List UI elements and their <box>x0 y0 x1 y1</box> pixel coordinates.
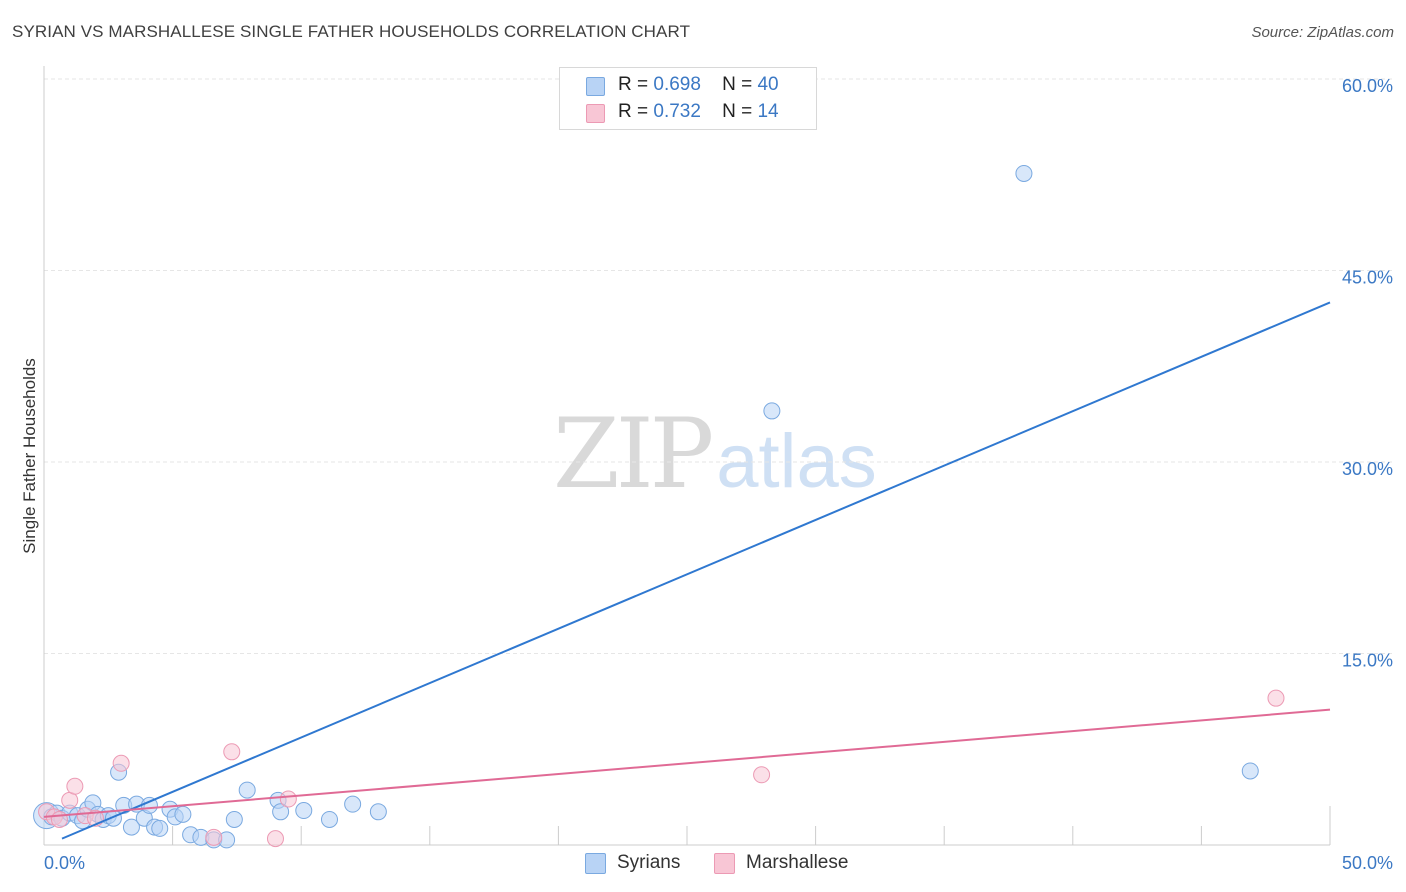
syrians-point <box>344 795 362 813</box>
y-tick-label: 45.0% <box>1342 268 1393 288</box>
r-value: 0.732 <box>653 101 701 122</box>
marshallese-point <box>223 743 241 761</box>
marshallese-point <box>50 810 68 828</box>
y-tick-label: 60.0% <box>1342 76 1393 96</box>
r-value: 0.698 <box>653 74 701 95</box>
syrians-point <box>320 810 338 828</box>
n-value: 14 <box>757 101 779 122</box>
syrians-point <box>295 802 313 820</box>
y-axis-label: Single Father Households <box>20 358 39 554</box>
syrians-point <box>1241 762 1259 780</box>
syrians-point <box>122 818 140 836</box>
marshallese-point <box>1267 689 1285 707</box>
marshallese-legend-swatch-icon <box>714 853 735 874</box>
syrians-point <box>225 810 243 828</box>
legend-label-syrians: Syrians <box>617 852 681 873</box>
marshallese-point <box>66 777 84 795</box>
stats-text: R = 0.732 N = 14 <box>618 101 779 123</box>
x-tick-label: 0.0% <box>44 853 85 873</box>
syrians-point <box>1015 164 1033 182</box>
n-label: N = <box>722 101 753 122</box>
syrians-point <box>369 803 387 821</box>
y-tick-label: 30.0% <box>1342 459 1393 479</box>
stats-text: R = 0.698 N = 40 <box>618 74 779 96</box>
syrians-swatch-icon <box>586 77 605 96</box>
marshallese-point <box>266 830 284 848</box>
syrians-point <box>238 781 256 799</box>
marshallese-point <box>205 828 223 846</box>
syrians-point <box>763 402 781 420</box>
y-tick-label: 15.0% <box>1342 651 1393 671</box>
marshallese-point <box>112 754 130 772</box>
marshallese-swatch-icon <box>586 104 605 123</box>
marshallese-trend-line <box>43 708 1331 818</box>
marshallese-point <box>753 766 771 784</box>
x-tick-label: 50.0% <box>1342 853 1393 873</box>
chart-title: SYRIAN VS MARSHALLESE SINGLE FATHER HOUS… <box>12 22 691 41</box>
r-label: R = <box>618 101 649 122</box>
syrians-point <box>151 819 169 837</box>
marshallese-point <box>279 790 297 808</box>
r-label: R = <box>618 74 649 95</box>
syrians-legend-swatch-icon <box>585 853 606 874</box>
n-label: N = <box>722 74 753 95</box>
source-label: Source: ZipAtlas.com <box>1251 24 1394 41</box>
n-value: 40 <box>757 74 779 95</box>
legend-label-marshallese: Marshallese <box>746 852 849 873</box>
syrians-point <box>272 803 290 821</box>
syrians-trend-line <box>61 301 1331 840</box>
syrians-point <box>174 805 192 823</box>
stats-legend: R = 0.698 N = 40 R = 0.732 N = 14 <box>559 67 817 130</box>
